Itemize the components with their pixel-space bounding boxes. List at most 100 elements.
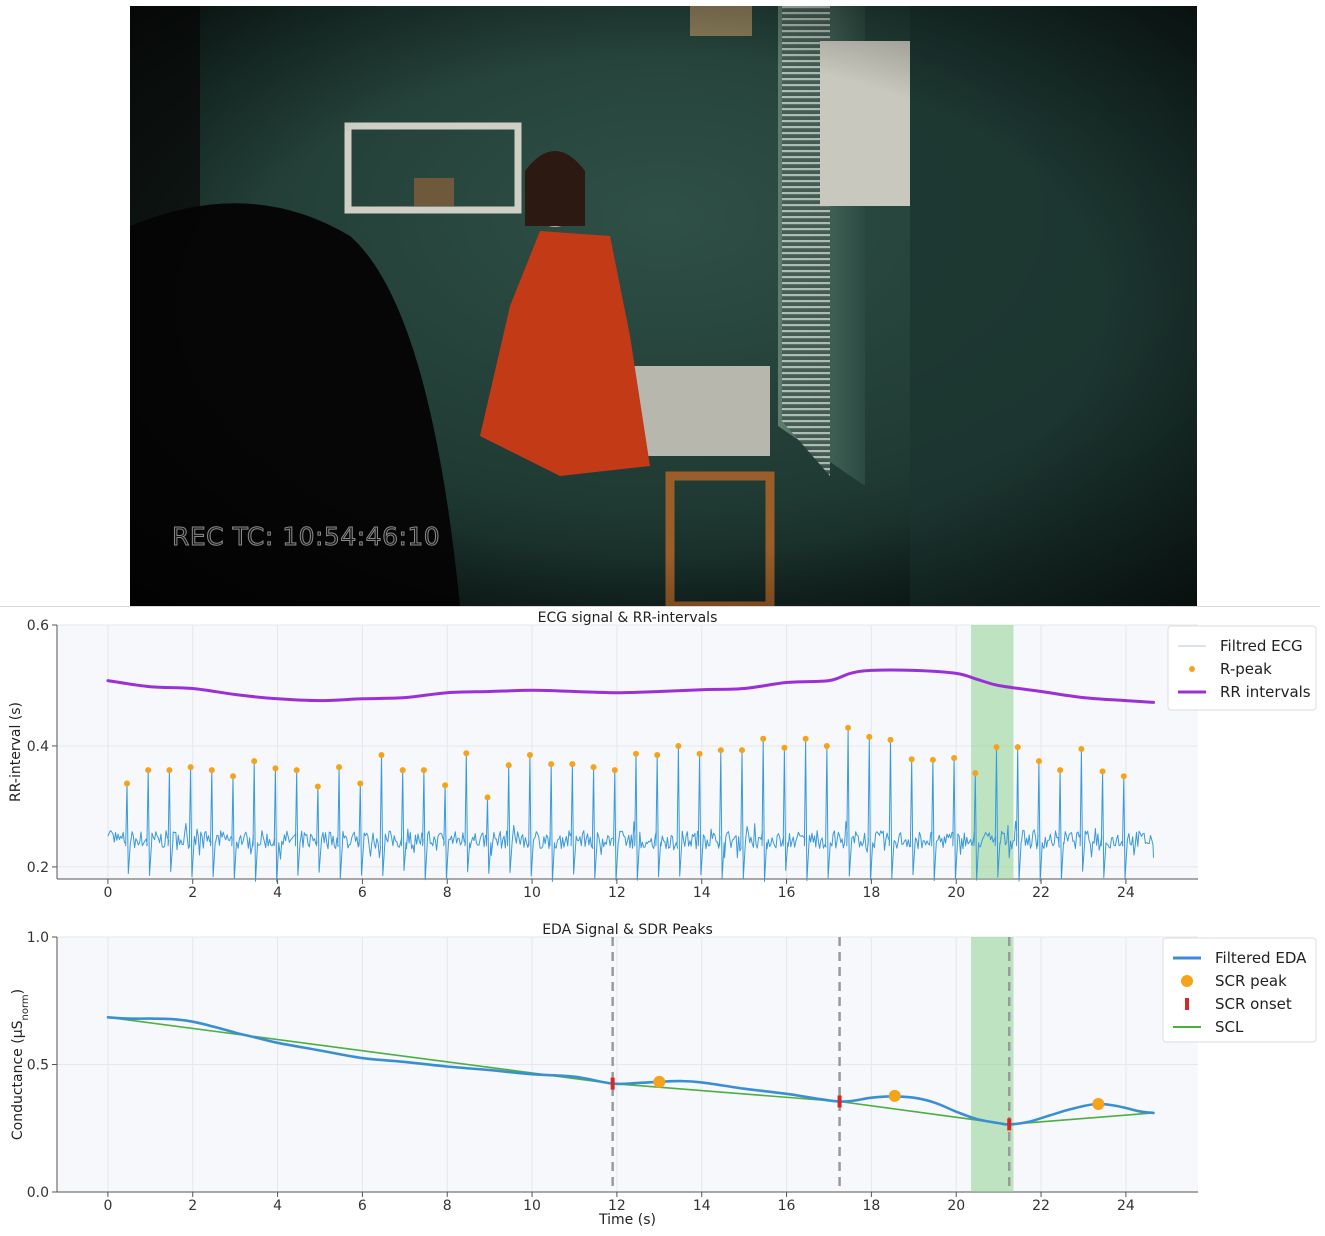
r-peak-point [314, 783, 321, 790]
eda-title: EDA Signal & SDR Peaks [542, 922, 713, 938]
eda-x-tick-label: 10 [523, 1198, 541, 1214]
legend-rpeak-label: R-peak [1220, 660, 1272, 678]
section-divider [0, 606, 1320, 607]
eda-x-tick-label: 22 [1032, 1198, 1050, 1214]
rr-intervals-line [106, 668, 1155, 704]
ecg-legend-box [1167, 625, 1317, 711]
eda-chart-svg: 0 2 4 6 8 10 12 14 16 18 20 22 240.00.51.0 EDA Signal… [10, 922, 1317, 1228]
r-peak-point [145, 767, 152, 774]
eda-y-tick-label: 1.0 [27, 930, 49, 946]
ecg-x-tick-label: 22 [1032, 885, 1050, 901]
filtered-eda-line [106, 1016, 1155, 1126]
r-peak-point [123, 780, 130, 787]
ecg-y-tick-label: 0.4 [27, 739, 49, 755]
r-peak-point [569, 761, 576, 768]
r-peak-point [951, 755, 958, 762]
r-peak-point [654, 752, 661, 759]
eda-highlight-band [971, 937, 1014, 1192]
eda-y-tick-label: 0.0 [27, 1185, 49, 1201]
legend-eda-label: Filtered EDA [1215, 949, 1307, 967]
eda-x-tick-label: 24 [1117, 1198, 1135, 1214]
r-peak-point [526, 752, 533, 759]
r-peak-point [845, 724, 852, 731]
r-peak-point [696, 750, 703, 757]
eda-x-tick-label: 14 [693, 1198, 711, 1214]
r-peak-point [1035, 758, 1042, 765]
r-peak-point [484, 794, 491, 801]
eda-x-tick-label: 12 [608, 1198, 626, 1214]
r-peak-point [760, 735, 767, 742]
ecg-chart: 0 2 4 6 8 10 12 14 16 18 20 22 24 0.2 0.4 0.6 ECG signal… [0, 607, 1325, 907]
r-peak-point [823, 742, 830, 749]
r-peak-point [929, 756, 936, 763]
eda-x-tick-label: 16 [778, 1198, 796, 1214]
scr-onset-marker [1007, 1118, 1012, 1131]
scr-onset-marker [837, 1095, 842, 1108]
eda-x-tick-label: 2 [188, 1198, 197, 1214]
ecg-y-tick-label: 0.6 [27, 618, 49, 634]
scr-onset-marker [610, 1077, 615, 1090]
video-frame: REC TC: 10:54:46:10 [130, 6, 1197, 606]
r-peak-point [972, 770, 979, 777]
legend-scr-peak-swatch [1181, 975, 1193, 987]
ecg-y-tick-label: 0.2 [27, 860, 49, 876]
eda-x-tick-label: 6 [358, 1198, 367, 1214]
ecg-chart-svg: 0 2 4 6 8 10 12 14 16 18 20 22 240.20.40.6 ECG signal… [8, 610, 1317, 901]
r-peak-point [802, 735, 809, 742]
ecg-x-tick-label: 8 [443, 885, 452, 901]
legend-scl-label: SCL [1215, 1018, 1244, 1036]
r-peak-point [739, 747, 746, 754]
r-peak-point [187, 764, 194, 771]
eda-y-axis-label: Conductance (μSnorm) [10, 989, 31, 1140]
r-peak-point [442, 782, 449, 789]
ecg-x-tick-label: 24 [1117, 885, 1135, 901]
r-peak-point [293, 767, 300, 774]
r-peak-point [908, 756, 915, 763]
ecg-x-tick-label: 2 [188, 885, 197, 901]
scr-peak-point [1092, 1098, 1105, 1111]
r-peak-point [166, 767, 173, 774]
r-peak-point [230, 773, 237, 780]
legend-scr-peak-label: SCR peak [1215, 972, 1287, 990]
r-peak-point [866, 733, 873, 740]
eda-x-tick-label: 4 [273, 1198, 282, 1214]
eda-x-axis-label: Time (s) [598, 1212, 656, 1228]
r-peak-point [399, 767, 406, 774]
film-still-image [130, 6, 1197, 606]
eda-x-tick-label: 8 [443, 1198, 452, 1214]
ecg-x-tick-label: 4 [273, 885, 282, 901]
r-peak-point [336, 764, 343, 771]
r-peak-point [781, 744, 788, 751]
r-peak-point [590, 764, 597, 771]
legend-scr-onset-label: SCR onset [1215, 995, 1292, 1013]
timecode-overlay: REC TC: 10:54:46:10 [171, 522, 441, 552]
r-peak-point [251, 758, 258, 765]
r-peak-point [993, 744, 1000, 751]
eda-x-tick-label: 18 [862, 1198, 880, 1214]
r-peak-point [1099, 768, 1106, 775]
legend-rpeak-swatch [1189, 666, 1195, 672]
r-peak-point [505, 762, 512, 769]
filtered-ecg-line [107, 727, 1154, 883]
ecg-x-tick-label: 6 [358, 885, 367, 901]
r-peak-point [611, 767, 618, 774]
ecg-x-tick-label: 18 [862, 885, 880, 901]
eda-chart: 0 2 4 6 8 10 12 14 16 18 20 22 24 0.0 0.5 1.0 EDA Signal… [0, 918, 1325, 1236]
eda-legend-box [1162, 937, 1317, 1043]
ecg-x-tick-label: 14 [693, 885, 711, 901]
legend-scr-onset-swatch [1185, 998, 1189, 1010]
ecg-x-tick-label: 16 [778, 885, 796, 901]
r-peak-point [1120, 773, 1127, 780]
r-peak-point [208, 767, 215, 774]
r-peak-point [1014, 744, 1021, 751]
scr-peak-point [653, 1075, 666, 1088]
eda-x-tick-label: 0 [103, 1198, 112, 1214]
r-peak-point [548, 761, 555, 768]
ecg-x-tick-label: 20 [947, 885, 965, 901]
r-peak-point [378, 752, 385, 759]
ecg-x-tick-label: 0 [103, 885, 112, 901]
ecg-x-tick-label: 10 [523, 885, 541, 901]
legend-ecg-label: Filtred ECG [1220, 637, 1303, 655]
r-peak-point [887, 736, 894, 743]
r-peak-point [1057, 767, 1064, 774]
